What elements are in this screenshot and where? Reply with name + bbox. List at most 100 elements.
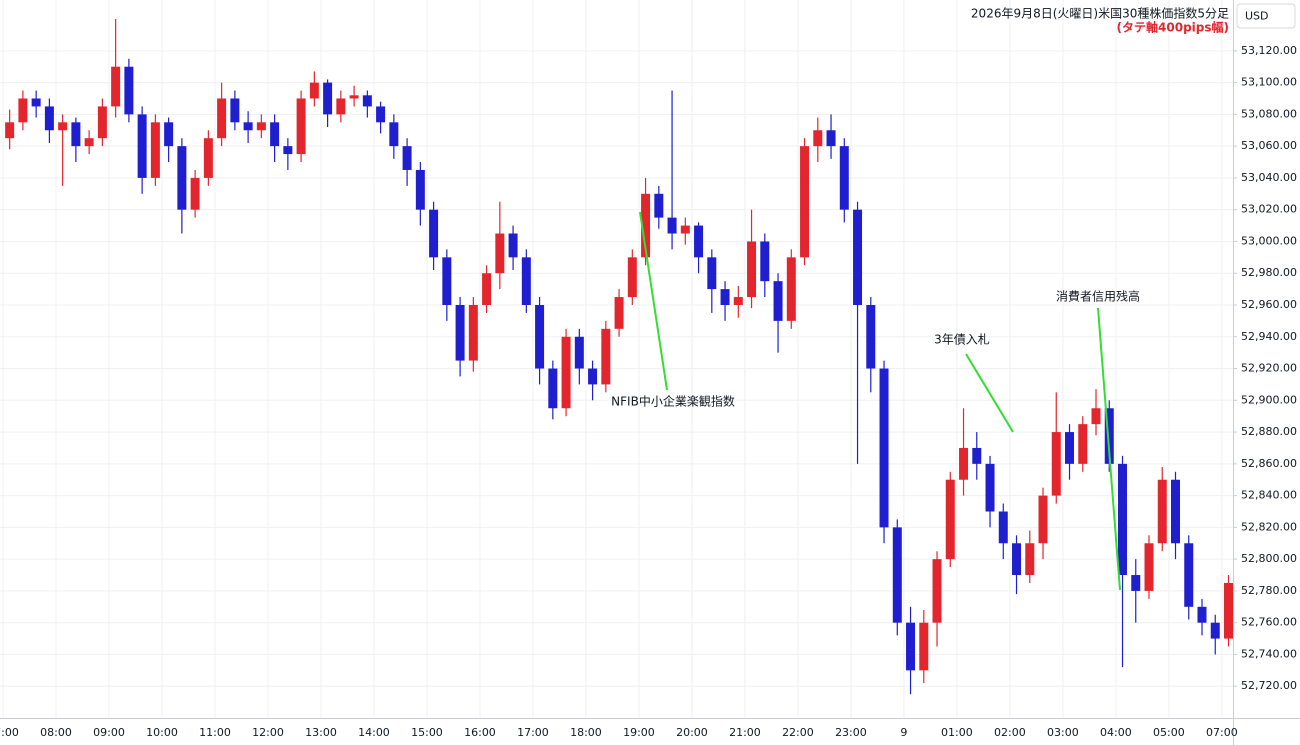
- candle-body: [389, 122, 399, 147]
- candle-body: [1051, 432, 1061, 496]
- y-tick-label: 52,820.00: [1241, 520, 1297, 533]
- candle-body: [243, 122, 253, 131]
- candle-body: [959, 447, 969, 480]
- candle-body: [760, 241, 770, 282]
- x-tick-label: 16:00: [464, 726, 496, 739]
- candle-body: [31, 98, 41, 107]
- candle-body: [561, 336, 571, 409]
- candle-body: [190, 177, 200, 210]
- x-tick-label: 23:00: [835, 726, 867, 739]
- annotation: NFIB中小企業楽観指数: [611, 394, 735, 409]
- x-tick-label: 03:00: [1047, 726, 1079, 739]
- candle-body: [58, 122, 68, 131]
- candle-body: [720, 289, 730, 305]
- candle-body: [18, 98, 28, 123]
- candle-body: [309, 82, 319, 99]
- x-tick-label: 19:00: [623, 726, 655, 739]
- candle-body: [164, 122, 174, 147]
- candle-body: [1197, 606, 1207, 623]
- candle-body: [1065, 432, 1075, 464]
- y-tick-label: 53,060.00: [1241, 139, 1297, 152]
- candle-body: [747, 241, 757, 298]
- chart-title: 2026年9月8日(火曜日)米国30種株価指数5分足: [971, 6, 1229, 21]
- candle-body: [535, 304, 545, 369]
- candle-body: [972, 447, 982, 464]
- candle-body: [839, 146, 849, 210]
- candle-body: [574, 336, 584, 369]
- y-tick-label: 52,740.00: [1241, 647, 1297, 660]
- candle-body: [601, 328, 611, 385]
- x-tick-label: 14:00: [358, 726, 390, 739]
- x-tick-label: 10:00: [146, 726, 178, 739]
- x-tick-label: 12:00: [252, 726, 284, 739]
- candle-body: [932, 559, 942, 623]
- candle-body: [985, 463, 995, 512]
- candle-body: [627, 257, 637, 298]
- candle-body: [203, 138, 213, 178]
- annotation: 3年債入札: [934, 332, 990, 347]
- candle-body: [455, 304, 465, 361]
- candle-body: [230, 98, 240, 123]
- candle-body: [1210, 622, 1220, 639]
- candle-body: [5, 122, 15, 139]
- time-axis: [0, 718, 1300, 745]
- x-tick-label: 18:00: [570, 726, 602, 739]
- y-tick-label: 52,840.00: [1241, 489, 1297, 502]
- x-tick-label: 04:00: [1100, 726, 1132, 739]
- candle-body: [879, 368, 889, 528]
- candle-body: [1131, 575, 1141, 591]
- candle-body: [323, 82, 333, 115]
- candle-body: [733, 297, 743, 305]
- y-tick-label: 52,960.00: [1241, 298, 1297, 311]
- candle-body: [1091, 408, 1101, 425]
- chart-subtitle: (タテ軸400pips幅): [1117, 20, 1229, 35]
- candle-body: [892, 527, 902, 623]
- candle-body: [177, 146, 187, 210]
- y-tick-label: 52,980.00: [1241, 266, 1297, 279]
- candle-body: [1104, 408, 1114, 464]
- x-tick-label: 15:00: [411, 726, 443, 739]
- x-tick-label: 07:00: [0, 726, 19, 739]
- annotation-line: [1097, 307, 1121, 591]
- candle-body: [614, 297, 624, 329]
- candle-body: [362, 95, 372, 107]
- y-tick-label: 53,080.00: [1241, 107, 1297, 120]
- candle-body: [707, 257, 717, 290]
- y-tick-label: 52,760.00: [1241, 616, 1297, 629]
- x-tick-label: 11:00: [199, 726, 231, 739]
- price-axis: [1233, 0, 1300, 745]
- candle-body: [415, 169, 425, 210]
- candle-body: [1025, 543, 1035, 576]
- candle-body: [482, 273, 492, 305]
- currency: USD: [1245, 10, 1269, 23]
- candle-body: [641, 193, 651, 258]
- y-tick-label: 52,780.00: [1241, 584, 1297, 597]
- y-tick-label: 52,720.00: [1241, 679, 1297, 692]
- candle-body: [588, 368, 598, 385]
- y-tick-label: 52,920.00: [1241, 362, 1297, 375]
- y-tick-label: 52,900.00: [1241, 393, 1297, 406]
- x-tick-label: 07:00: [1206, 726, 1238, 739]
- y-tick-label: 52,880.00: [1241, 425, 1297, 438]
- x-tick-label: 17:00: [517, 726, 549, 739]
- candle-body: [376, 106, 386, 123]
- candle-body: [1157, 479, 1167, 544]
- candle-body: [521, 257, 531, 305]
- candle-body: [1144, 543, 1154, 591]
- candle-body: [945, 479, 955, 560]
- candle-body: [800, 146, 810, 258]
- candles: [5, 19, 1233, 695]
- annotation-line: [965, 353, 1014, 433]
- candle-body: [111, 66, 121, 107]
- candle-body: [124, 66, 134, 115]
- annotation-line: [639, 211, 668, 391]
- x-tick-label: 09:00: [93, 726, 125, 739]
- candle-body: [270, 122, 280, 147]
- y-tick-label: 53,000.00: [1241, 234, 1297, 247]
- candle-body: [137, 114, 147, 178]
- x-tick-label: 20:00: [676, 726, 708, 739]
- candle-body: [826, 130, 836, 147]
- candle-body: [495, 233, 505, 274]
- candle-body: [773, 281, 783, 321]
